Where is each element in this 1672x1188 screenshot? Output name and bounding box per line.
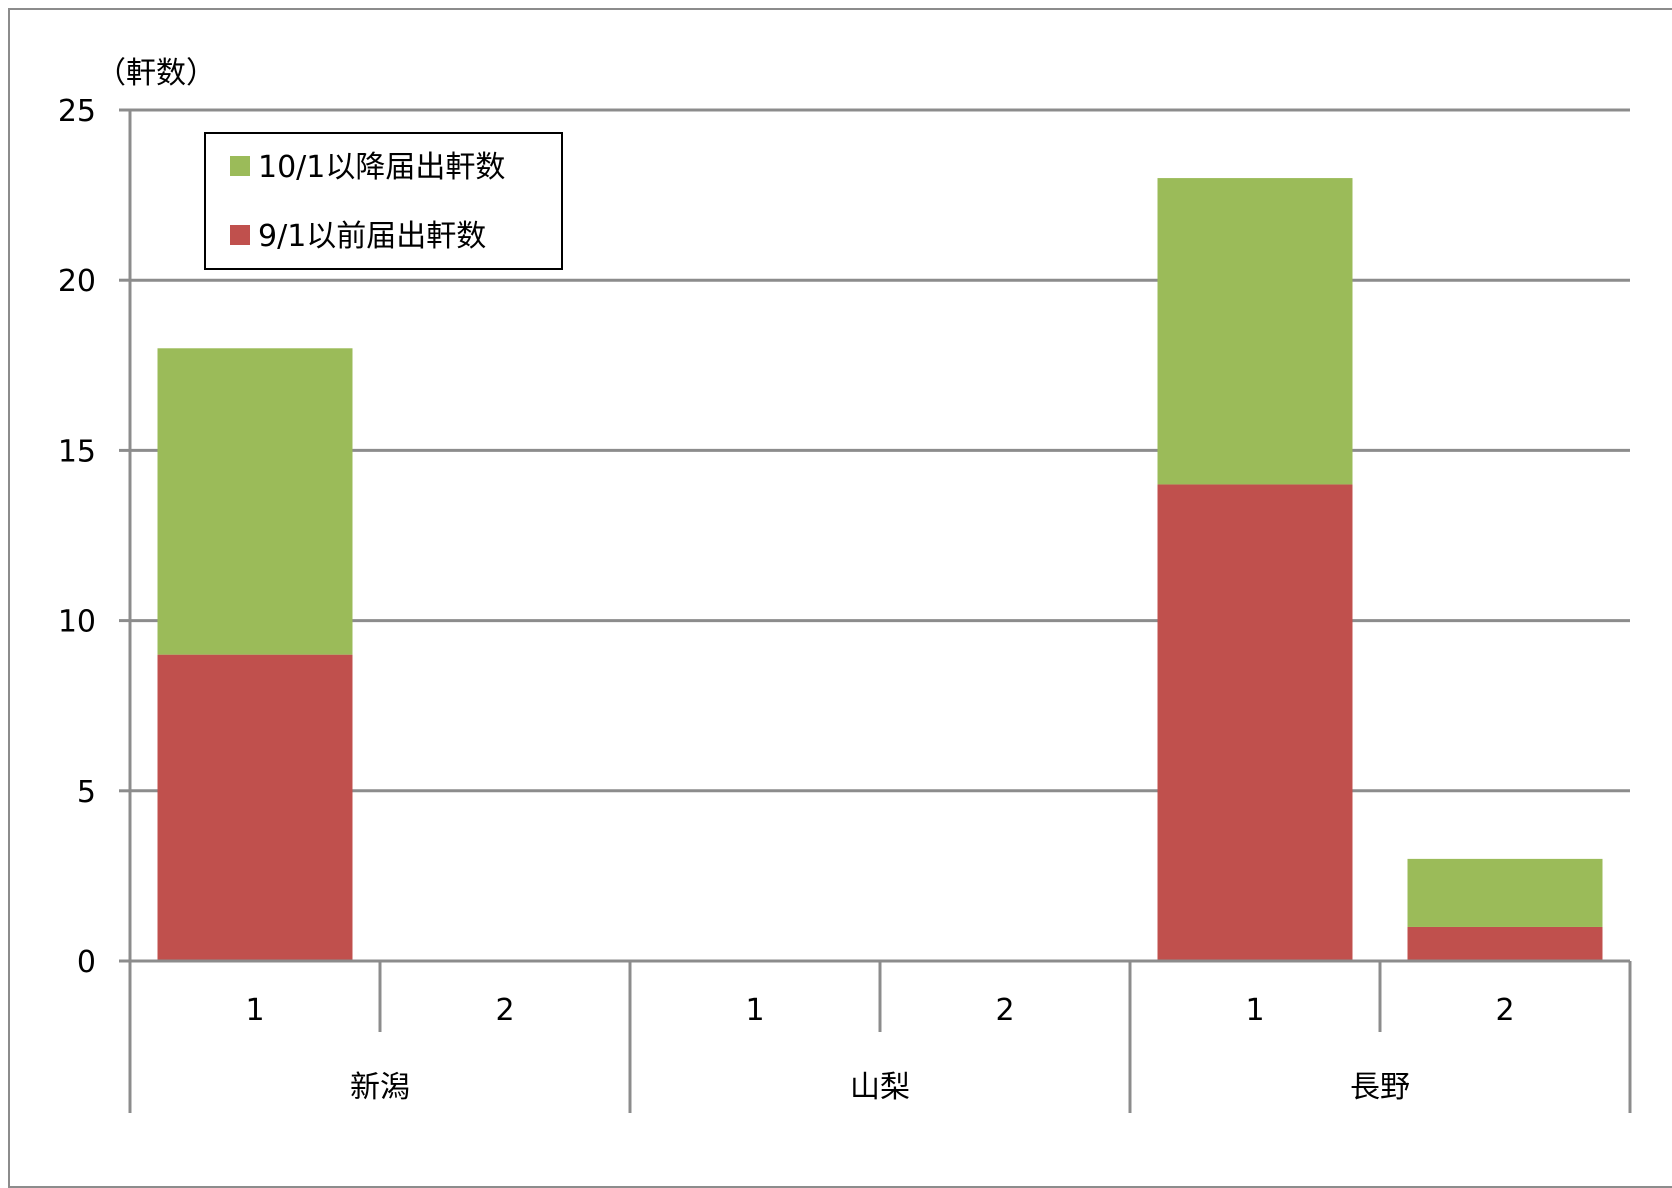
x-category-label: 1 [245, 993, 264, 1028]
axis-labels: 0 5 10 15 20 25 1 2 1 2 1 2 新潟 山梨 長野 [58, 94, 1515, 1105]
x-category-label: 2 [995, 993, 1014, 1028]
y-tick-label: 20 [58, 264, 96, 299]
gridlines [130, 108, 1630, 793]
legend-box [204, 132, 563, 270]
bar-segment-series-0-cat-0 [157, 654, 353, 961]
x-group-label: 長野 [1350, 1070, 1410, 1105]
y-tick-label: 25 [58, 94, 96, 129]
bar-segment-series-1-cat-4 [1157, 178, 1353, 485]
bar-segment-series-0-cat-5 [1407, 926, 1603, 961]
x-category-label: 2 [1495, 993, 1514, 1028]
bars [157, 178, 1603, 961]
legend-label: 10/1以降届出軒数 [258, 150, 505, 185]
y-tick-label: 0 [77, 945, 96, 980]
bar-segment-series-1-cat-0 [157, 348, 353, 655]
y-tick-label: 15 [58, 434, 96, 469]
x-category-label: 1 [745, 993, 764, 1028]
legend-swatch [230, 156, 250, 176]
y-tick-label: 10 [58, 605, 96, 640]
legend: 10/1以降届出軒数 9/1以前届出軒数 [204, 132, 563, 270]
y-axis-unit-label: （軒数） [96, 56, 216, 91]
x-category-label: 1 [1245, 993, 1264, 1028]
x-group-label: 山梨 [850, 1070, 910, 1105]
axes [119, 108, 1632, 1113]
x-group-label: 新潟 [350, 1070, 410, 1105]
legend-label: 9/1以前届出軒数 [258, 219, 486, 254]
legend-swatch [230, 225, 250, 245]
x-category-label: 2 [495, 993, 514, 1028]
y-tick-label: 5 [77, 775, 96, 810]
bar-segment-series-0-cat-4 [1157, 484, 1353, 961]
bar-segment-series-1-cat-5 [1407, 858, 1603, 927]
